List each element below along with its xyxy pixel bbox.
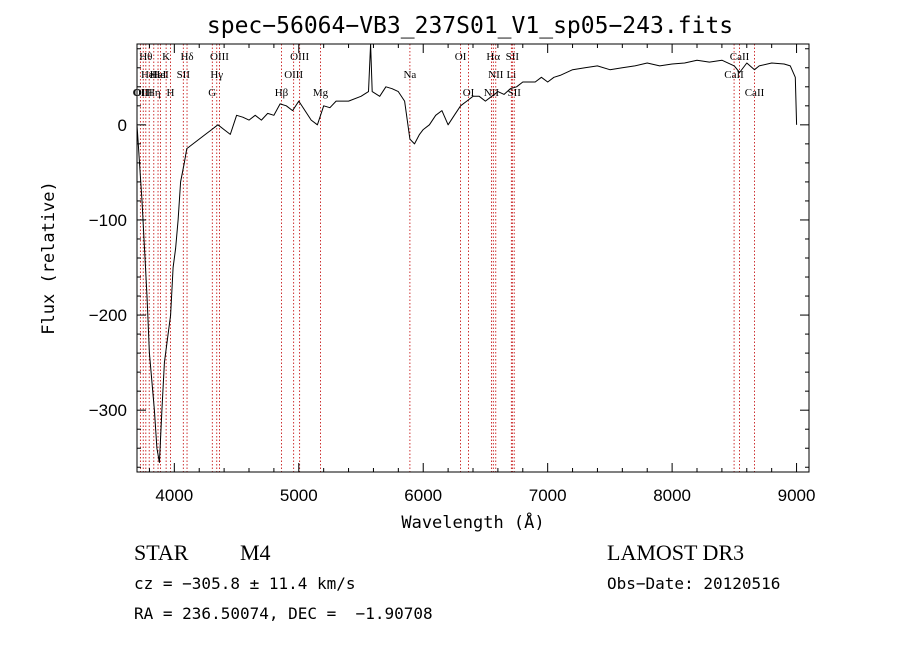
coordinates: RA = 236.50074, DEC = −1.90708: [134, 604, 433, 623]
y-tick-label-3: −300: [89, 401, 127, 420]
line-label-13: OIII: [210, 51, 229, 63]
line-label-28: CaII: [730, 51, 750, 63]
spectrum-series-0: [137, 44, 798, 463]
x-tick-label-3: 7000: [529, 486, 567, 505]
line-label-11: G: [208, 87, 216, 99]
y-tick-label-2: −200: [89, 306, 127, 325]
line-label-17: Mg: [313, 87, 329, 99]
y-axis-label: Flux (relative): [39, 181, 59, 335]
plot-frame: [136, 43, 810, 473]
line-label-10: Hδ: [180, 51, 193, 63]
line-label-23: NII: [488, 69, 504, 81]
x-axis-ticks: 4000 5000 6000 7000 8000 9000: [148, 44, 816, 505]
line-label-9: SII: [177, 69, 191, 81]
observation-date: Obs−Date: 20120516: [607, 574, 781, 593]
line-label-5: HeI: [150, 69, 167, 81]
line-label-15: OIII: [284, 69, 303, 81]
line-label-2: Hθ: [139, 51, 152, 63]
x-tick-label-5: 9000: [778, 486, 816, 505]
line-label-18: Na: [403, 69, 416, 81]
y-tick-label-0: 0: [118, 116, 127, 135]
line-label-21: NII: [484, 87, 500, 99]
line-label-8: H: [166, 87, 174, 99]
line-label-19: OI: [455, 51, 467, 63]
object-type: STAR: [134, 540, 189, 565]
x-tick-label-4: 8000: [653, 486, 691, 505]
line-label-29: CaII: [745, 87, 765, 99]
line-label-22: Hα: [486, 51, 500, 63]
line-label-25: SII: [506, 51, 520, 63]
spectral-line-markers: OIIOIIIHθHeIHηHeIHeIKHSIIHδGHγOIIIHβOIII…: [133, 44, 765, 472]
series-layer: [137, 44, 798, 463]
x-tick-label-1: 5000: [280, 486, 318, 505]
line-label-20: OI: [463, 87, 475, 99]
line-label-4: Hη: [147, 87, 161, 99]
line-label-26: SII: [507, 87, 521, 99]
x-axis-label: Wavelength (Å): [401, 511, 544, 533]
line-label-1: OIII: [134, 87, 153, 99]
x-tick-label-0: 4000: [155, 486, 193, 505]
x-tick-label-2: 6000: [404, 486, 442, 505]
redshift-value: cz = −305.8 ± 11.4 km/s: [134, 574, 356, 593]
line-label-6: HeI: [152, 69, 169, 81]
line-label-24: Li: [506, 69, 516, 81]
y-tick-label-1: −100: [89, 211, 127, 230]
survey-name: LAMOST DR3: [607, 540, 745, 565]
y-axis-ticks: 0 −100 −200 −300: [89, 48, 809, 468]
object-subclass: M4: [240, 540, 271, 565]
line-label-7: K: [162, 51, 170, 63]
line-label-12: Hγ: [210, 69, 223, 81]
line-label-16: OIII: [290, 51, 309, 63]
line-label-14: Hβ: [275, 87, 289, 99]
chart-title: spec−56064−VB3_237S01_V1_sp05−243.fits: [207, 13, 733, 39]
